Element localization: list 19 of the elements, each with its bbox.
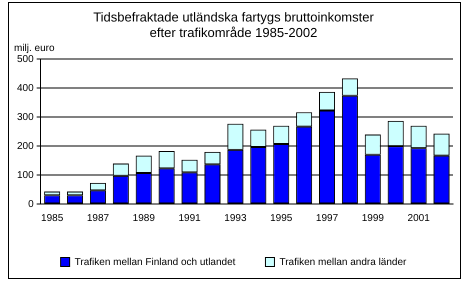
- y-tick-label: 500: [16, 54, 34, 65]
- y-tick-label: 0: [28, 198, 34, 210]
- x-tick-label: 1993: [224, 212, 247, 224]
- x-tick-label: 1989: [132, 212, 156, 224]
- legend-label: Trafiken mellan Finland och utlandet: [74, 256, 236, 268]
- y-axis-title: milj. euro: [14, 42, 56, 54]
- x-tick-label: 1997: [316, 212, 339, 224]
- x-tick-label: 1991: [178, 212, 202, 224]
- y-tick-label: 200: [16, 140, 34, 152]
- legend-label: Trafiken mellan andra länder: [279, 256, 408, 268]
- y-tick-label: 300: [16, 112, 34, 123]
- y-tick-label: 400: [16, 82, 34, 94]
- x-tick-label: 1987: [86, 212, 110, 224]
- y-tick-label: 100: [16, 170, 34, 181]
- x-tick-label: 2001: [408, 212, 430, 224]
- x-tick-label: 1985: [41, 212, 64, 224]
- x-tick-label: 1999: [362, 212, 384, 224]
- x-tick-label: 1995: [270, 212, 293, 224]
- chart-title: Tidsbefraktade utländska fartygs bruttoinkomster efter trafikområde 1985-2002: [93, 9, 374, 40]
